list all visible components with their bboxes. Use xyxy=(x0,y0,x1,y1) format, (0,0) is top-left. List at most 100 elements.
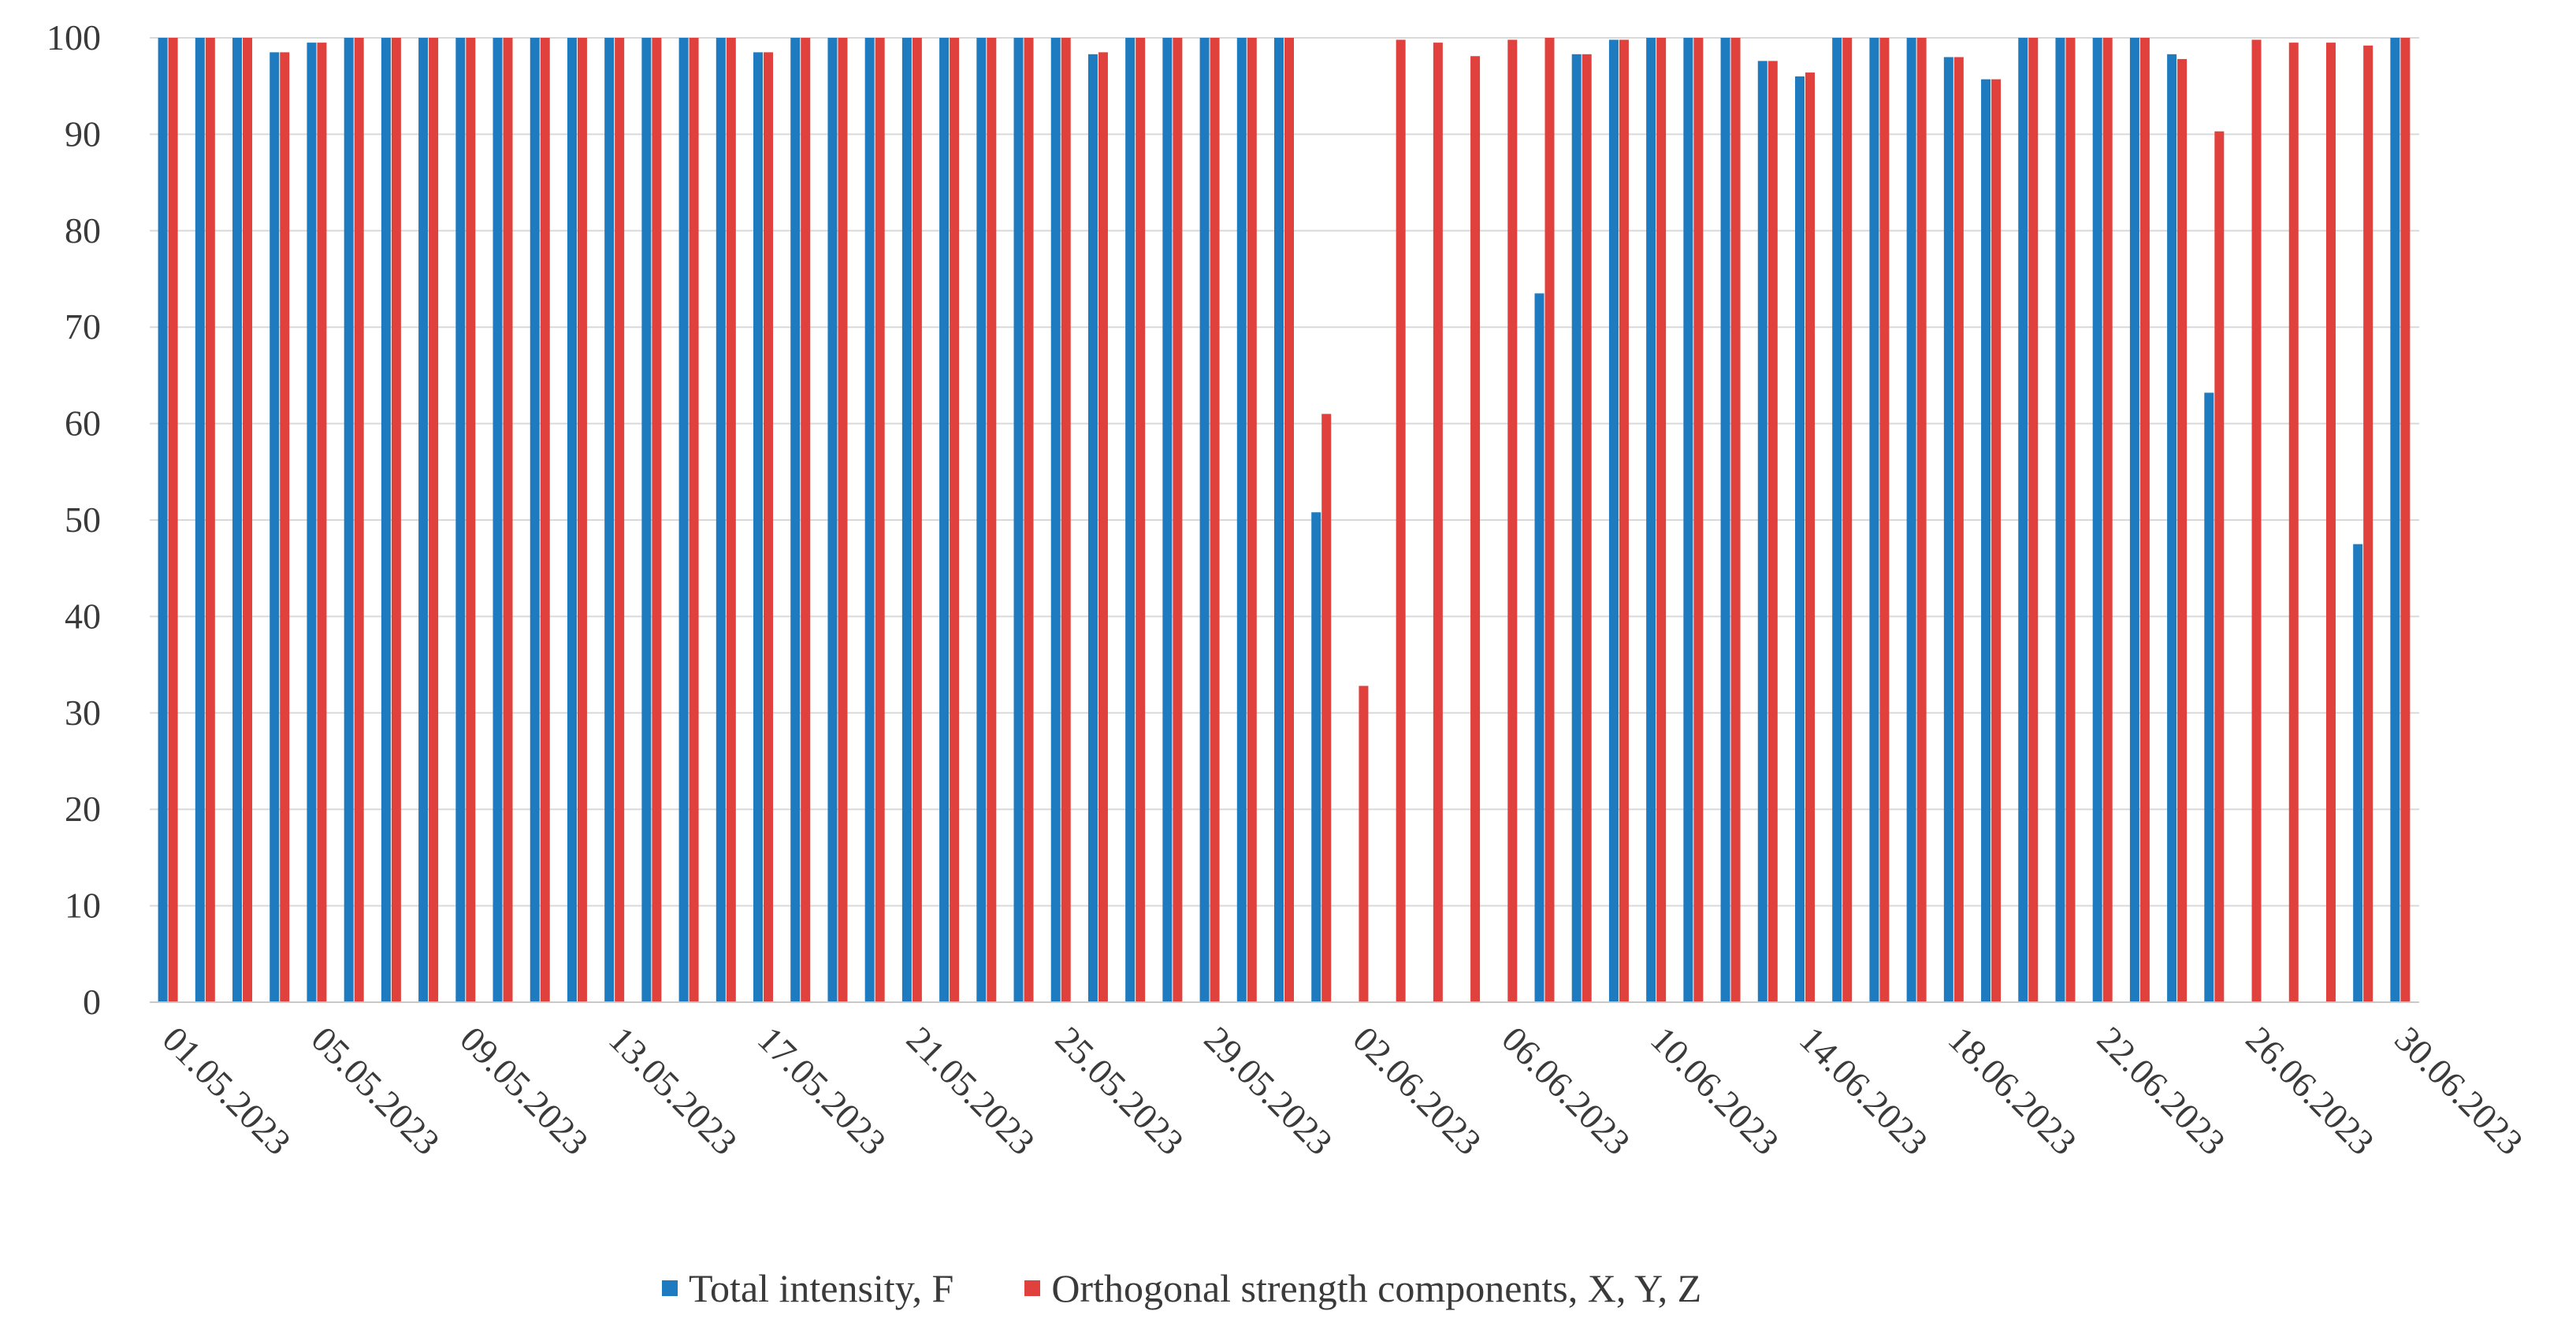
bar-total-intensity-11.05.2023 xyxy=(530,38,540,1002)
bar-total-intensity-07.05.2023 xyxy=(381,38,391,1002)
bar-orthogonal-13.05.2023 xyxy=(615,38,625,1002)
legend-label-orthogonal-components: Orthogonal strength components, X, Y, Z xyxy=(1051,1266,1702,1310)
bar-orthogonal-17.06.2023 xyxy=(1916,38,1927,1002)
bar-total-intensity-01.05.2023 xyxy=(158,38,168,1002)
x-tick-label: 17.05.2023 xyxy=(750,1019,894,1162)
bar-total-intensity-22.05.2023 xyxy=(939,38,950,1002)
bar-total-intensity-17.05.2023 xyxy=(753,52,764,1003)
bar-total-intensity-31.05.2023 xyxy=(1274,38,1284,1002)
bar-orthogonal-07.05.2023 xyxy=(391,38,401,1002)
bar-orthogonal-01.05.2023 xyxy=(168,38,178,1002)
y-tick-label: 20 xyxy=(65,789,101,829)
bar-orthogonal-19.05.2023 xyxy=(838,38,848,1002)
bar-orthogonal-17.05.2023 xyxy=(764,52,774,1003)
bar-orthogonal-12.06.2023 xyxy=(1730,38,1741,1002)
bar-total-intensity-26.05.2023 xyxy=(1087,54,1098,1003)
bar-orthogonal-04.05.2023 xyxy=(280,52,290,1003)
bar-orthogonal-27.05.2023 xyxy=(1136,38,1146,1002)
bar-orthogonal-16.06.2023 xyxy=(1879,38,1890,1002)
bar-orthogonal-18.06.2023 xyxy=(1953,57,1964,1003)
bar-total-intensity-25.05.2023 xyxy=(1050,38,1061,1002)
bar-orthogonal-05.06.2023 xyxy=(1470,56,1481,1003)
bar-total-intensity-09.05.2023 xyxy=(455,38,466,1002)
bar-total-intensity-14.06.2023 xyxy=(1794,76,1805,1003)
y-tick-label: 60 xyxy=(65,403,101,444)
bar-total-intensity-12.05.2023 xyxy=(567,38,577,1002)
bar-orthogonal-10.06.2023 xyxy=(1656,38,1667,1002)
legend-swatch-orthogonal-components xyxy=(1024,1280,1041,1296)
bar-total-intensity-18.06.2023 xyxy=(1943,57,1953,1003)
x-tick-label: 21.05.2023 xyxy=(899,1019,1043,1162)
bar-orthogonal-03.05.2023 xyxy=(243,38,253,1002)
bar-orthogonal-25.05.2023 xyxy=(1061,38,1071,1002)
bar-total-intensity-30.05.2023 xyxy=(1236,38,1247,1002)
x-tick-label: 30.06.2023 xyxy=(2387,1019,2530,1162)
bar-orthogonal-09.06.2023 xyxy=(1619,39,1629,1003)
x-tick-label: 05.05.2023 xyxy=(303,1019,447,1162)
bar-orthogonal-15.06.2023 xyxy=(1842,38,1853,1002)
x-tick-label: 18.06.2023 xyxy=(1941,1019,2084,1162)
bar-orthogonal-06.06.2023 xyxy=(1507,39,1518,1003)
bar-orthogonal-22.05.2023 xyxy=(950,38,960,1002)
bar-total-intensity-17.06.2023 xyxy=(1906,38,1916,1002)
x-tick-label: 26.06.2023 xyxy=(2238,1019,2381,1162)
y-axis-ticks: 0 10 20 30 40 50 60 70 80 90 100 xyxy=(46,17,101,1022)
bar-total-intensity-05.05.2023 xyxy=(307,43,317,1003)
bar-orthogonal-11.05.2023 xyxy=(540,38,550,1002)
bar-orthogonal-14.06.2023 xyxy=(1805,72,1815,1003)
bar-total-intensity-19.06.2023 xyxy=(1981,79,1991,1003)
bar-total-intensity-15.05.2023 xyxy=(678,38,689,1002)
x-tick-label: 09.05.2023 xyxy=(452,1019,596,1162)
bar-orthogonal-01.06.2023 xyxy=(1321,414,1332,1002)
bar-orthogonal-02.06.2023 xyxy=(1359,685,1369,1002)
x-tick-label: 13.05.2023 xyxy=(601,1019,745,1162)
y-tick-label: 30 xyxy=(65,693,101,733)
bar-total-intensity-25.06.2023 xyxy=(2204,392,2214,1002)
bar-total-intensity-21.06.2023 xyxy=(2055,38,2065,1002)
bar-total-intensity-27.05.2023 xyxy=(1125,38,1136,1002)
bar-orthogonal-13.06.2023 xyxy=(1768,61,1778,1003)
bar-total-intensity-23.06.2023 xyxy=(2129,38,2139,1002)
bar-total-intensity-09.06.2023 xyxy=(1608,39,1619,1003)
x-tick-label: 02.06.2023 xyxy=(1345,1019,1489,1162)
y-tick-label: 80 xyxy=(65,210,101,251)
bar-total-intensity-15.06.2023 xyxy=(1832,38,1842,1002)
bar-orthogonal-10.05.2023 xyxy=(503,38,513,1002)
x-tick-label: 22.06.2023 xyxy=(2090,1019,2233,1162)
bar-orthogonal-31.05.2023 xyxy=(1284,38,1294,1002)
bar-orthogonal-23.05.2023 xyxy=(987,38,997,1002)
y-tick-label: 40 xyxy=(65,596,101,636)
x-tick-label: 06.06.2023 xyxy=(1494,1019,1637,1162)
bar-total-intensity-11.06.2023 xyxy=(1683,38,1693,1002)
bar-total-intensity-14.05.2023 xyxy=(641,38,652,1002)
bar-orthogonal-08.06.2023 xyxy=(1582,54,1592,1003)
bar-orthogonal-06.05.2023 xyxy=(354,38,364,1002)
bar-orthogonal-15.05.2023 xyxy=(689,38,699,1002)
bar-total-intensity-04.05.2023 xyxy=(269,52,280,1003)
bars xyxy=(158,38,2411,1003)
bar-total-intensity-13.06.2023 xyxy=(1757,61,1768,1003)
bar-orthogonal-03.06.2023 xyxy=(1396,39,1406,1003)
legend-label-total-intensity: Total intensity, F xyxy=(689,1266,954,1310)
bar-orthogonal-29.06.2023 xyxy=(2363,45,2373,1003)
bar-orthogonal-08.05.2023 xyxy=(429,38,439,1002)
legend-item-total-intensity: Total intensity, F xyxy=(662,1265,953,1311)
bar-total-intensity-29.05.2023 xyxy=(1199,38,1210,1002)
bar-total-intensity-10.05.2023 xyxy=(493,38,503,1002)
bar-orthogonal-09.05.2023 xyxy=(466,38,476,1002)
bar-total-intensity-16.05.2023 xyxy=(716,38,726,1002)
bar-orthogonal-11.06.2023 xyxy=(1693,38,1704,1002)
bar-total-intensity-08.05.2023 xyxy=(418,38,429,1002)
bar-total-intensity-24.06.2023 xyxy=(2167,54,2177,1003)
bar-orthogonal-20.05.2023 xyxy=(875,38,885,1002)
bar-total-intensity-01.06.2023 xyxy=(1311,512,1321,1002)
bar-total-intensity-20.06.2023 xyxy=(2018,38,2028,1002)
bar-orthogonal-05.05.2023 xyxy=(317,43,327,1003)
bar-orthogonal-18.05.2023 xyxy=(801,38,811,1002)
bar-total-intensity-16.06.2023 xyxy=(1869,38,1879,1002)
bar-orthogonal-30.05.2023 xyxy=(1247,38,1257,1002)
legend-swatch-total-intensity xyxy=(662,1280,678,1296)
bar-orthogonal-26.05.2023 xyxy=(1098,52,1108,1003)
bar-total-intensity-22.06.2023 xyxy=(2092,38,2102,1002)
bar-total-intensity-20.05.2023 xyxy=(864,38,875,1002)
